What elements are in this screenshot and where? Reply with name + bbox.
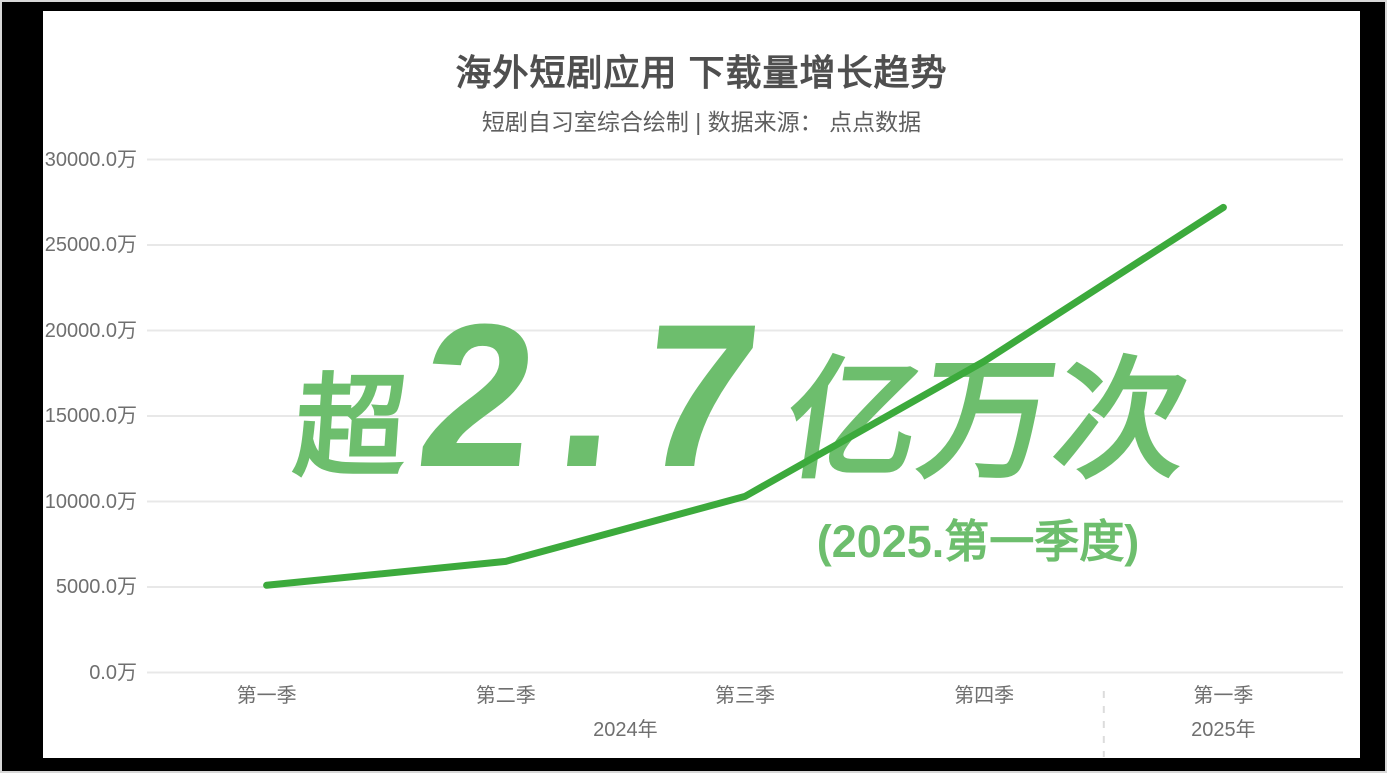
x-axis-year-label: 2025年	[1191, 719, 1256, 741]
annotation-period: (2025.第一季度)	[816, 516, 1140, 567]
annotation-prefix: 超	[289, 365, 411, 490]
y-axis-tick: 20000.0万	[44, 319, 137, 342]
x-axis-tick: 第二季	[475, 685, 536, 707]
y-axis-tick: 25000.0万	[44, 234, 137, 256]
annotation-total-downloads: 超 2.7 亿万次	[290, 279, 1199, 514]
x-axis-tick: 第三季	[715, 685, 775, 707]
y-axis-tick: 5000.0万	[55, 576, 137, 598]
y-axis-tick: 30000.0万	[44, 148, 137, 171]
y-axis-tick: 10000.0万	[44, 490, 137, 513]
y-axis-tick: 15000.0万	[44, 405, 137, 427]
x-axis-tick: 第一季	[1193, 685, 1254, 707]
x-axis-year-label: 2024年	[593, 719, 658, 741]
y-axis-tick: 0.0万	[89, 661, 137, 684]
chart-title: 海外短剧应用 下载量增长趋势	[455, 52, 948, 93]
x-axis-tick: 第四季	[954, 685, 1015, 707]
chart-subtitle: 短剧自习室综合绘制 | 数据来源： 点点数据	[481, 109, 922, 135]
annotation-unit: 亿万次	[776, 347, 1200, 494]
annotation-number: 2.7	[409, 282, 795, 510]
x-axis-tick: 第一季	[236, 685, 297, 707]
